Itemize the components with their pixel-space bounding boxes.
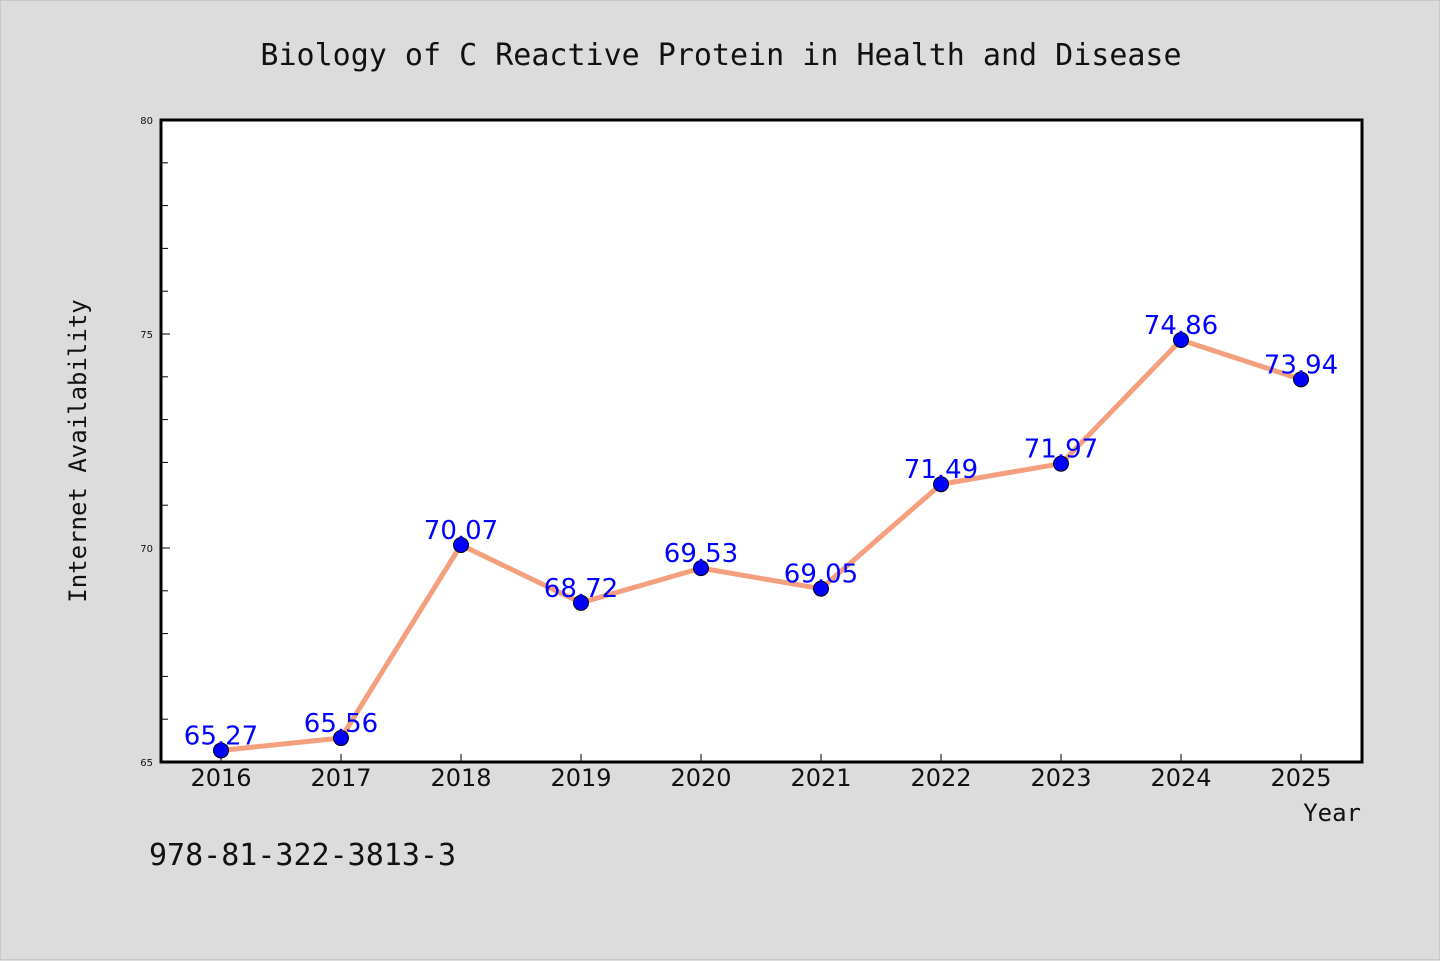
x-axis-label: Year [1303,799,1361,827]
data-label: 71.97 [1024,435,1098,465]
y-tick-label: 80 [140,116,153,127]
data-point [213,742,229,759]
data-point [573,594,589,611]
x-tick-label: 2025 [1270,764,1331,792]
data-point [813,580,829,597]
x-tick-label: 2021 [790,764,851,792]
data-label: 69.53 [664,539,738,569]
x-tick-label: 2023 [1030,764,1091,792]
data-label: 69.05 [784,560,858,590]
x-tick-label: 2016 [190,764,251,792]
data-point [1293,371,1309,388]
data-label: 70.07 [424,516,498,546]
y-axis: 65 70 75 80 [140,116,170,769]
data-label: 68.72 [544,574,618,604]
x-tick-label: 2024 [1150,764,1211,792]
x-axis: 2016 2017 2018 2019 2020 2021 2022 2023 2024 2025 [190,754,1332,792]
y-tick-label: 75 [140,330,153,341]
x-tick-label: 2017 [310,764,371,792]
data-labels: 65.27 65.56 70.07 68.72 69.53 69.05 71.49 71.97… [184,311,1338,751]
data-label: 74.86 [1144,311,1218,341]
data-point [333,730,349,747]
x-tick-label: 2020 [670,764,731,792]
series-layer [213,331,1309,759]
series-line [220,337,1302,753]
data-point [1173,331,1189,348]
data-label: 73.94 [1264,350,1338,380]
data-label: 65.56 [304,709,378,739]
y-tick-label: 70 [140,544,153,555]
y-tick-label: 65 [140,758,153,769]
chart-title: Biology of C Reactive Protein in Health … [260,38,1181,73]
x-tick-label: 2019 [550,764,611,792]
x-tick-label: 2022 [910,764,971,792]
y-axis-label: Internet Availability [64,299,92,602]
isbn-text: 978-81-322-3813-3 [149,838,456,873]
data-point [453,537,469,554]
data-point [933,476,949,493]
plot-area [159,118,1364,764]
data-label: 71.49 [904,455,978,485]
data-point [1053,455,1069,472]
x-tick-label: 2018 [430,764,491,792]
data-label: 65.27 [184,721,258,751]
data-point [693,560,709,577]
